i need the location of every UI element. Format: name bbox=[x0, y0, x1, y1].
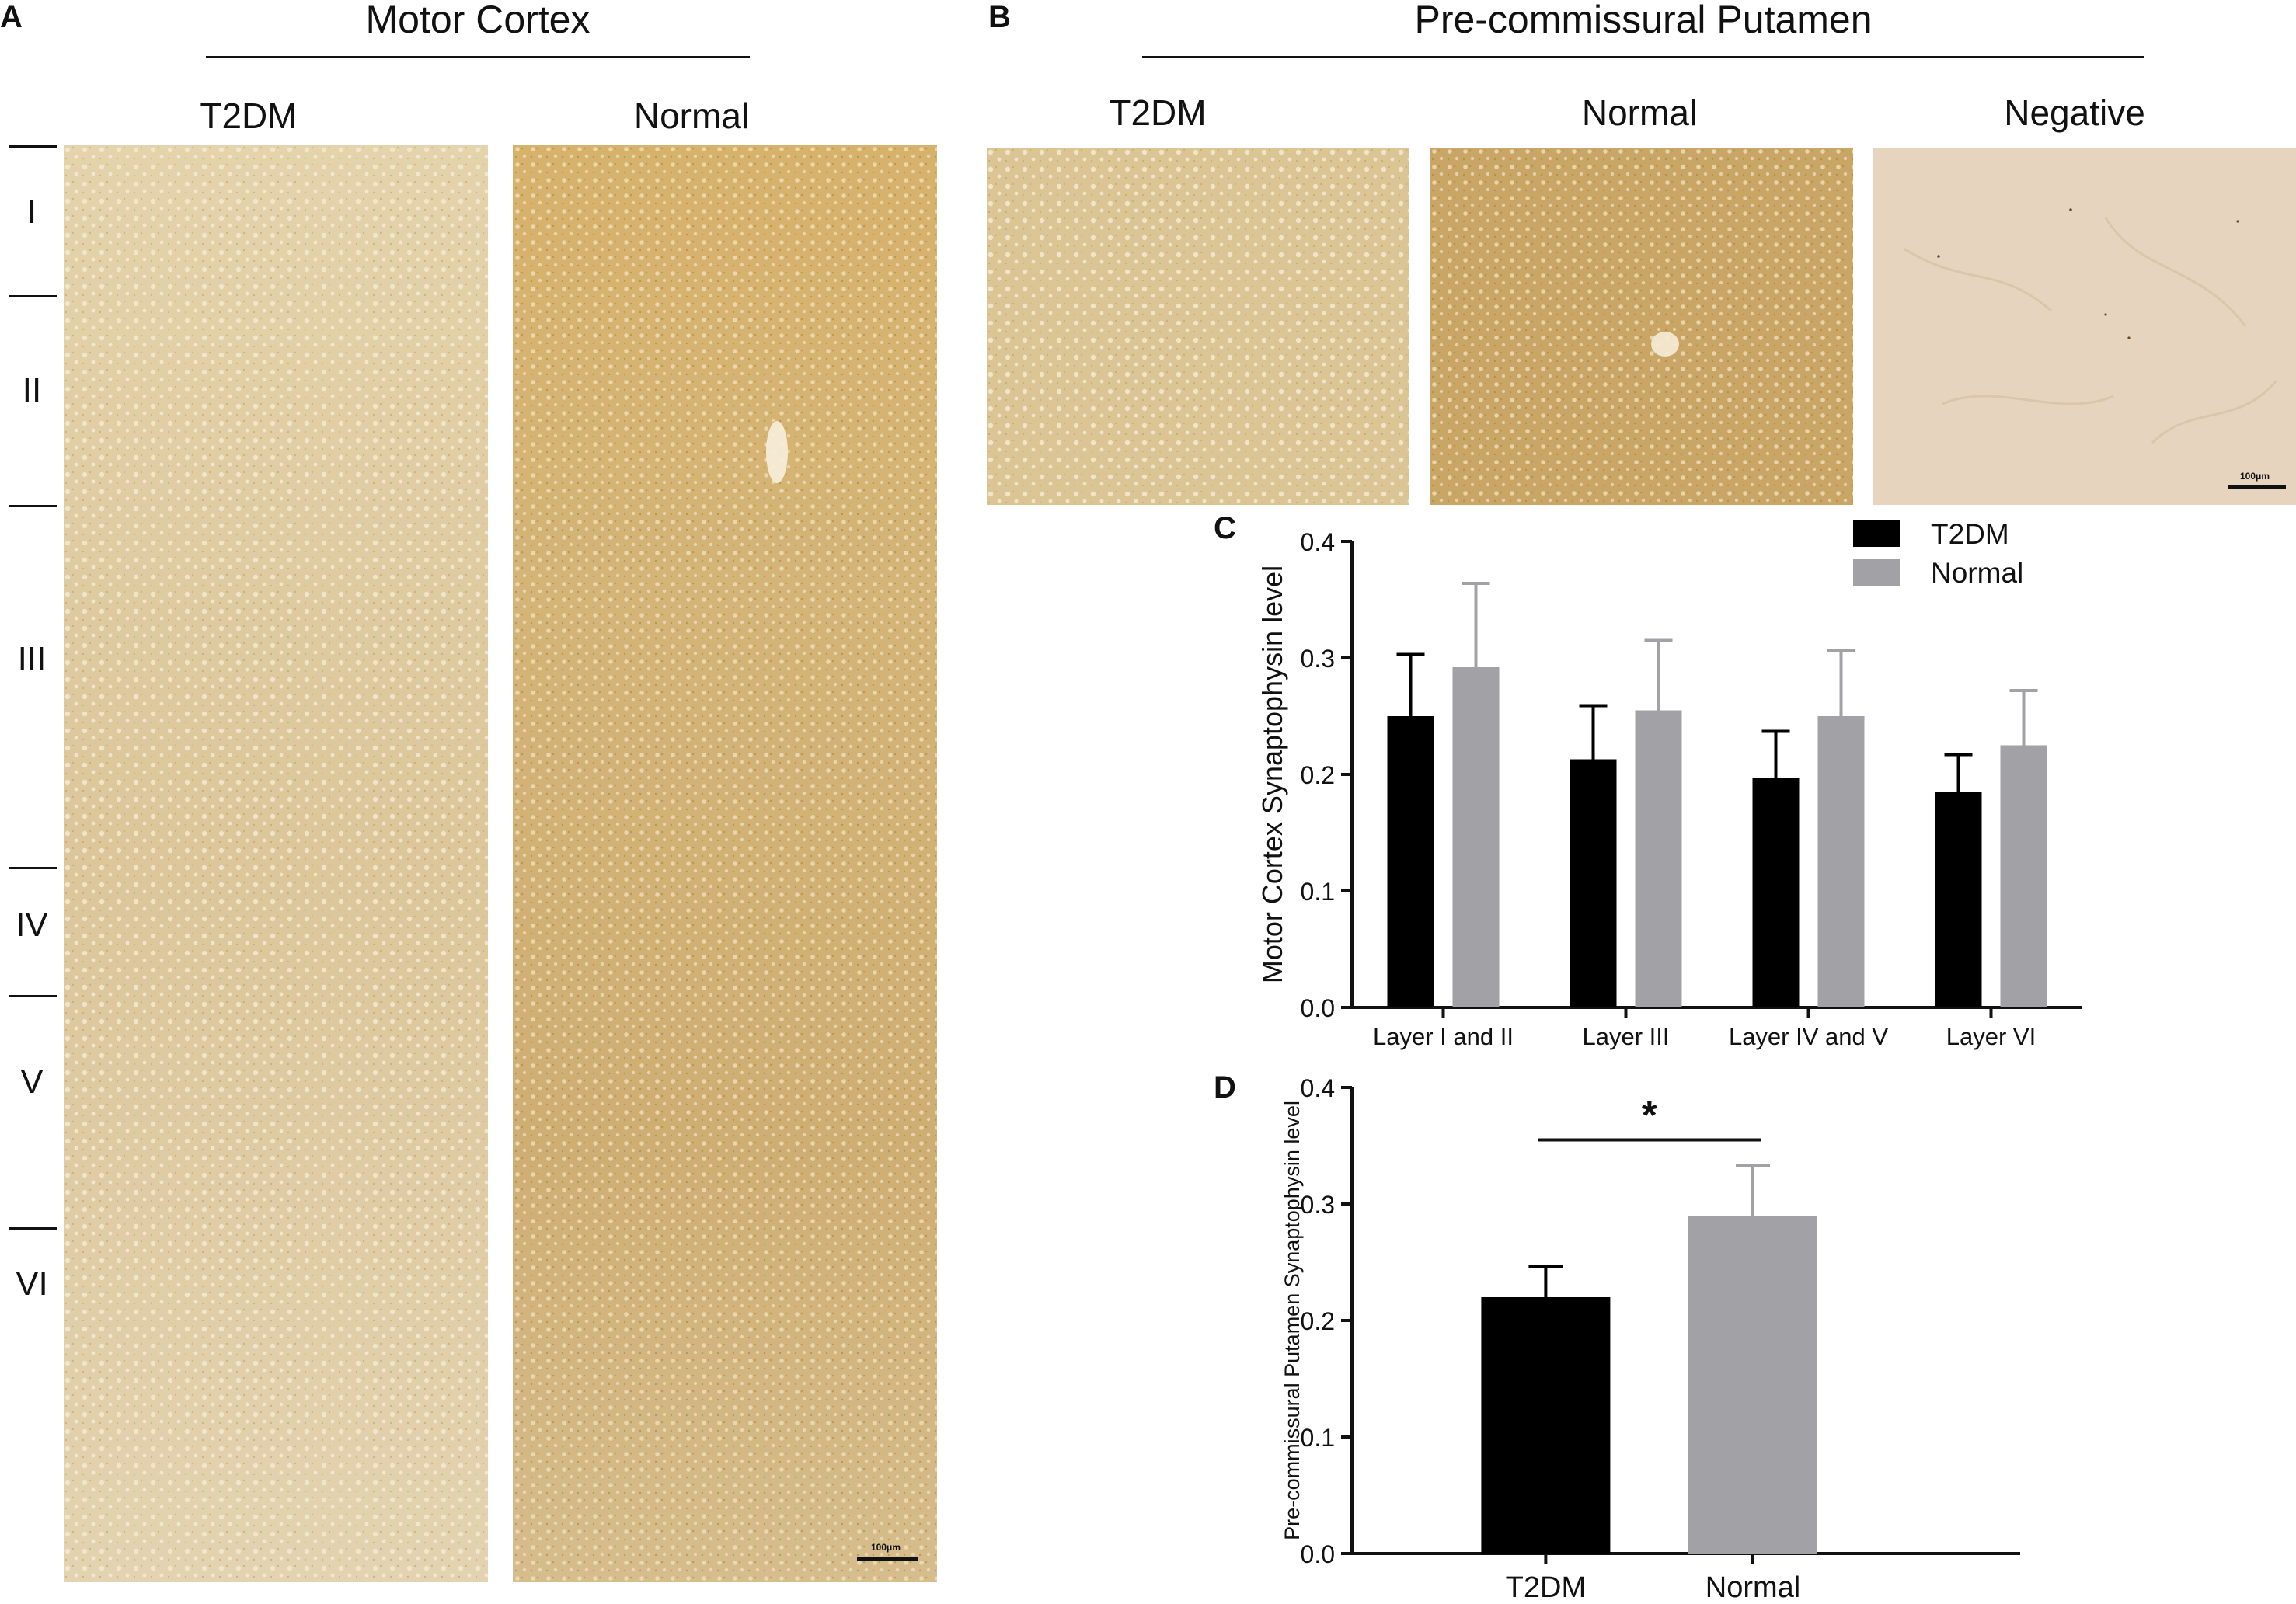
bar-normal bbox=[1452, 667, 1500, 1007]
y-axis-label: Motor Cortex Synaptophysin level bbox=[1256, 565, 1288, 983]
y-tick-label: 0.4 bbox=[1301, 528, 1335, 556]
micrograph-cortex-t2dm bbox=[64, 145, 488, 1582]
panel-a-title: Motor Cortex bbox=[365, 0, 591, 41]
panel-b-title-rule bbox=[1142, 56, 2144, 58]
chart-c: 0.0 0.1 0.2 0.3 0.4 Motor Cortex Synaptophysi… bbox=[1256, 518, 2082, 1050]
panel-a-col-t2dm: T2DM bbox=[200, 96, 298, 136]
panel-b-title: Pre-commissural Putamen bbox=[1414, 0, 1873, 41]
bar-normal bbox=[1635, 710, 1682, 1007]
legend-label-normal: Normal bbox=[1931, 557, 2023, 589]
layer-label-i: I bbox=[26, 193, 37, 231]
legend-swatch-t2dm bbox=[1853, 520, 1900, 547]
micrograph-putamen-t2dm bbox=[987, 148, 1409, 505]
x-tick-label: Layer I and II bbox=[1373, 1023, 1514, 1050]
x-tick-label: Layer III bbox=[1583, 1023, 1670, 1050]
layer-boundary-tick bbox=[9, 995, 57, 997]
micrograph-putamen-negative bbox=[1873, 148, 2296, 505]
y-tick-label: 0.0 bbox=[1301, 994, 1335, 1022]
micrograph-putamen-normal bbox=[1430, 148, 1853, 505]
significance-marker: * bbox=[1642, 1094, 1658, 1139]
panel-b-col-t2dm: T2DM bbox=[1109, 92, 1207, 133]
panel-a-letter: A bbox=[0, 0, 23, 34]
panel-b-col-normal: Normal bbox=[1581, 92, 1698, 133]
bar-t2dm bbox=[1570, 759, 1617, 1007]
y-tick-label: 0.4 bbox=[1301, 1074, 1335, 1102]
scale-bar-a bbox=[857, 1557, 918, 1561]
bar-normal bbox=[1688, 1216, 1817, 1554]
panel-d-letter: D bbox=[1214, 1070, 1236, 1105]
layer-boundary-tick bbox=[9, 295, 57, 297]
layer-label-v: V bbox=[20, 1063, 44, 1101]
scale-label-a: 100μm bbox=[870, 1542, 901, 1553]
bar-t2dm bbox=[1387, 716, 1434, 1007]
layer-label-vi: VI bbox=[16, 1265, 48, 1303]
x-tick-label: Layer IV and V bbox=[1729, 1023, 1888, 1050]
panel-b-col-negative: Negative bbox=[2004, 92, 2145, 133]
layer-label-ii: II bbox=[22, 371, 42, 409]
layer-boundary-tick bbox=[9, 867, 57, 869]
panel-b-letter: B bbox=[988, 0, 1011, 34]
scale-label-b: 100μm bbox=[2239, 471, 2270, 482]
x-tick-label: T2DM bbox=[1506, 1571, 1586, 1600]
bar-t2dm bbox=[1935, 792, 1982, 1007]
bar-t2dm bbox=[1481, 1297, 1611, 1554]
y-tick-label: 0.1 bbox=[1301, 878, 1335, 906]
layer-boundary-tick bbox=[9, 145, 57, 148]
y-tick-label: 0.3 bbox=[1301, 645, 1335, 673]
scale-bar-b bbox=[2228, 485, 2286, 489]
legend-label-t2dm: T2DM bbox=[1931, 518, 2009, 550]
micrograph-cortex-normal bbox=[513, 145, 937, 1582]
legend-swatch-normal bbox=[1853, 559, 1900, 586]
layer-label-iii: III bbox=[17, 640, 47, 678]
y-tick-label: 0.2 bbox=[1301, 761, 1335, 789]
panel-a-title-rule bbox=[206, 56, 750, 58]
y-axis-label: Pre-commissural Putamen Synaptophysin le… bbox=[1280, 1101, 1304, 1540]
panel-a-col-normal: Normal bbox=[633, 96, 750, 136]
bar-normal bbox=[1817, 716, 1865, 1007]
panel-c-letter: C bbox=[1214, 511, 1236, 545]
bar-normal bbox=[2000, 745, 2047, 1007]
y-tick-label: 0.1 bbox=[1301, 1424, 1335, 1452]
y-tick-label: 0.3 bbox=[1301, 1191, 1335, 1219]
y-tick-label: 0.0 bbox=[1301, 1540, 1335, 1568]
layer-label-iv: IV bbox=[16, 906, 48, 944]
x-tick-label: Normal bbox=[1705, 1571, 1800, 1600]
y-tick-label: 0.2 bbox=[1301, 1307, 1335, 1335]
bar-t2dm bbox=[1752, 778, 1800, 1007]
layer-boundary-tick bbox=[9, 1227, 57, 1230]
x-tick-label: Layer VI bbox=[1946, 1023, 2036, 1050]
layer-boundary-tick bbox=[9, 505, 57, 507]
